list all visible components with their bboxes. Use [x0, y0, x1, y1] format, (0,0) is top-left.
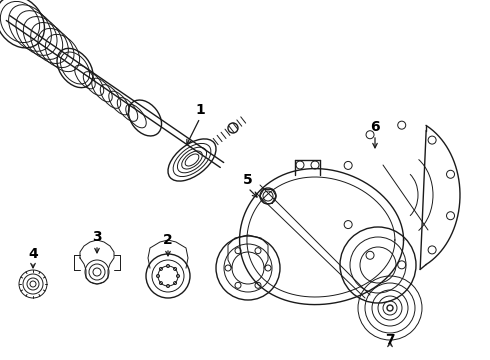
Text: 6: 6 — [370, 120, 380, 134]
Text: 2: 2 — [163, 233, 173, 247]
Text: 3: 3 — [92, 230, 102, 244]
Text: 4: 4 — [28, 247, 38, 261]
Text: 7: 7 — [385, 333, 395, 347]
Text: 5: 5 — [243, 173, 253, 187]
Text: 1: 1 — [195, 103, 205, 117]
